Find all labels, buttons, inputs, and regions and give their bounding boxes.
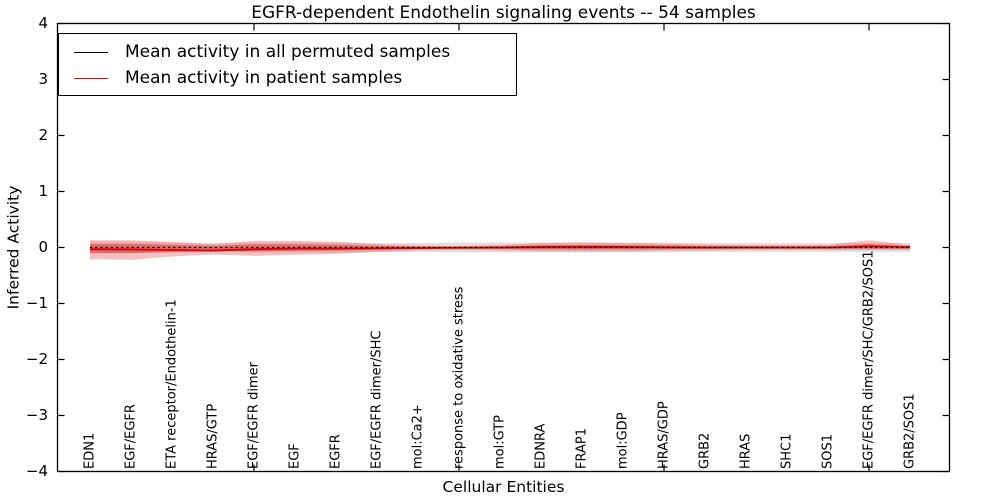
- x-category-label: mol:Ca2+: [411, 404, 426, 469]
- x-category-label: EGF/EGFR dimer: [247, 361, 262, 469]
- x-category-label: HRAS/GTP: [206, 404, 221, 469]
- x-category-label: EGF/EGFR: [124, 404, 139, 469]
- y-tick-label: −3: [25, 406, 48, 424]
- x-category-label: FRAP1: [575, 428, 590, 469]
- black-line-swatch: [74, 51, 108, 53]
- chart-title: EGFR-dependent Endothelin signaling even…: [251, 3, 756, 23]
- x-category-label: SHC1: [780, 434, 795, 469]
- x-category-label: GRB2/SOS1: [903, 393, 918, 469]
- red-line-swatch: [74, 77, 108, 79]
- y-tick-label: −1: [25, 294, 48, 312]
- x-category-label: EGF/EGFR dimer/SHC/GRB2/SOS1: [862, 251, 877, 470]
- x-category-label: EGFR: [329, 434, 344, 469]
- x-category-label: SOS1: [821, 434, 836, 469]
- patient-samples-inner-band: [90, 244, 910, 254]
- y-tick-label: 2: [38, 126, 48, 144]
- x-category-label: EDNRA: [534, 424, 549, 469]
- x-axis-label: Cellular Entities: [442, 478, 565, 496]
- y-tick-label: 1: [38, 182, 48, 200]
- x-category-label: HRAS: [739, 434, 754, 469]
- legend-entry-patient: Mean activity in patient samples: [59, 65, 516, 91]
- x-category-label: EDN1: [83, 433, 98, 469]
- x-category-label: EGF: [288, 443, 303, 469]
- x-category-label: HRAS/GDP: [657, 401, 672, 469]
- x-category-label: mol:GDP: [616, 412, 631, 469]
- plot-border: [56, 22, 951, 473]
- legend: Mean activity in all permuted samples Me…: [58, 33, 517, 96]
- x-category-label: GRB2: [698, 433, 713, 469]
- y-tick-label: −4: [25, 462, 48, 480]
- x-category-label: mol:GTP: [493, 415, 508, 469]
- y-tick-label: −2: [25, 350, 48, 368]
- x-category-label: EGF/EGFR dimer/SHC: [370, 331, 385, 469]
- legend-label-permuted: Mean activity in all permuted samples: [125, 42, 451, 62]
- x-category-label: ETA receptor/Endothelin-1: [165, 299, 180, 469]
- x-category-label: response to oxidative stress: [452, 286, 467, 469]
- y-tick-label: 3: [38, 70, 48, 88]
- legend-label-patient: Mean activity in patient samples: [125, 68, 403, 88]
- patient-samples-outer-band: [90, 240, 910, 260]
- y-tick-label: 0: [38, 238, 48, 256]
- legend-entry-permuted: Mean activity in all permuted samples: [59, 39, 516, 65]
- y-tick-label: 4: [38, 14, 48, 32]
